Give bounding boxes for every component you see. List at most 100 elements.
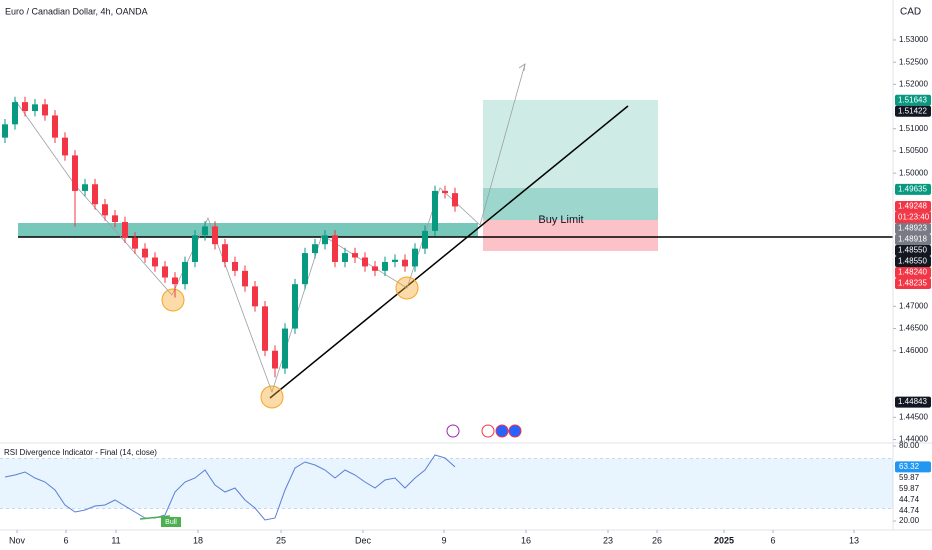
candle-body	[412, 248, 418, 267]
x-tick-label: 16	[521, 535, 531, 545]
price-badge-label: 1.44843	[898, 397, 927, 406]
candle-body	[372, 266, 378, 271]
target-zone-inner	[483, 188, 658, 220]
price-badge	[895, 396, 931, 408]
y-tick-label: 80.00	[899, 441, 920, 450]
y-tick-label: 1.44000	[899, 435, 928, 444]
price-badge-label: 1.48923	[898, 224, 927, 233]
candle-body	[192, 235, 198, 262]
candle-body	[332, 235, 338, 262]
price-badge	[895, 256, 931, 268]
candle-body	[62, 137, 68, 156]
stop-zone	[483, 220, 658, 251]
candle-body	[142, 248, 148, 258]
candle-body	[182, 261, 188, 285]
candle-body	[92, 184, 98, 205]
price-badge-label: 1.49248	[898, 202, 927, 211]
candle-body	[52, 115, 58, 138]
y-tick-label: 1.52000	[899, 79, 928, 88]
candle-body	[402, 259, 408, 267]
candle-body	[2, 124, 8, 138]
annotation: Buy Limit	[538, 214, 583, 226]
axis-unit: CAD	[900, 7, 921, 18]
candle-body	[212, 226, 218, 245]
x-tick-label: Nov	[9, 535, 26, 545]
event-icon[interactable]	[481, 424, 495, 438]
candle-body	[232, 261, 238, 271]
price-badge	[895, 105, 931, 117]
y-tick-label: 1.53000	[899, 35, 928, 44]
support-zone	[18, 223, 478, 237]
y-tick-label: 1.50500	[899, 146, 928, 155]
event-icon[interactable]	[495, 424, 509, 438]
price-badge	[895, 183, 931, 195]
candle-body	[32, 104, 38, 111]
arrow-head	[518, 63, 526, 72]
y-tick-label: 1.44500	[899, 412, 928, 421]
x-tick-label: 25	[276, 535, 286, 545]
candle-body	[162, 266, 168, 278]
x-tick-label: 23	[603, 535, 613, 545]
candle-body	[152, 257, 158, 267]
event-icon[interactable]	[446, 424, 460, 438]
price-badge-label: 1.48240	[898, 268, 927, 277]
candle-body	[342, 253, 348, 262]
candle-body	[282, 328, 288, 369]
candle-body	[452, 193, 458, 207]
price-badge	[895, 245, 931, 257]
trend-line	[269, 105, 629, 399]
candle-body	[112, 215, 118, 222]
candle-body	[22, 102, 28, 111]
rsi-line	[4, 454, 456, 521]
price-badge-label: 1.48550	[898, 246, 927, 255]
candle-body	[392, 259, 398, 262]
x-tick-label: 6	[770, 535, 775, 545]
rsi-badge	[895, 461, 931, 473]
candle-body	[122, 221, 128, 238]
candle-body	[352, 253, 358, 258]
candle-body	[422, 230, 428, 249]
divergence-line	[139, 515, 171, 520]
candle-body	[432, 190, 438, 231]
candle-body	[172, 277, 178, 285]
price-badge-label: 1.51643	[898, 95, 927, 104]
candle-body	[362, 257, 368, 267]
candle-body	[72, 155, 78, 191]
y-tick-label: 1.46000	[899, 346, 928, 355]
x-tick-label: 13	[849, 535, 859, 545]
event-icon[interactable]	[508, 424, 522, 438]
rsi-level-label: 59.87	[899, 473, 920, 482]
y-tick-label: 1.47000	[899, 301, 928, 310]
pivot-circle	[260, 385, 284, 409]
price-badge	[895, 201, 931, 213]
chart-title: Euro / Canadian Dollar, 4h, OANDA	[5, 6, 148, 16]
y-tick-label: 1.50000	[899, 168, 928, 177]
y-tick-label: 1.46500	[899, 324, 928, 333]
pivot-circle	[161, 288, 185, 312]
candle-body	[202, 226, 208, 236]
candle-body	[12, 102, 18, 125]
candle-body	[262, 306, 268, 351]
x-tick-label: 2025	[714, 535, 734, 545]
candle-body	[82, 184, 88, 191]
candle-body	[442, 190, 448, 194]
x-tick-label: 26	[652, 535, 662, 545]
price-badge-label: 1.48918	[898, 235, 927, 244]
price-badge-label: 1.51422	[898, 106, 927, 115]
rsi-badge-label: 63.32	[899, 462, 920, 471]
candle-body	[292, 284, 298, 329]
candle-body	[42, 104, 48, 116]
price-badge	[895, 94, 931, 106]
x-tick-label: 11	[111, 535, 120, 545]
y-tick-label: 1.52500	[899, 57, 928, 66]
candle-body	[132, 237, 138, 249]
y-tick-label: 1.51000	[899, 124, 928, 133]
candle-body	[252, 286, 258, 307]
candle-body	[302, 253, 308, 285]
candle-body	[312, 244, 318, 254]
pivot-circle	[395, 276, 419, 300]
price-badge-label: 1.49635	[898, 184, 927, 193]
candle-body	[272, 350, 278, 369]
indicator-title: RSI Divergence Indicator - Final (14, cl…	[4, 448, 157, 457]
